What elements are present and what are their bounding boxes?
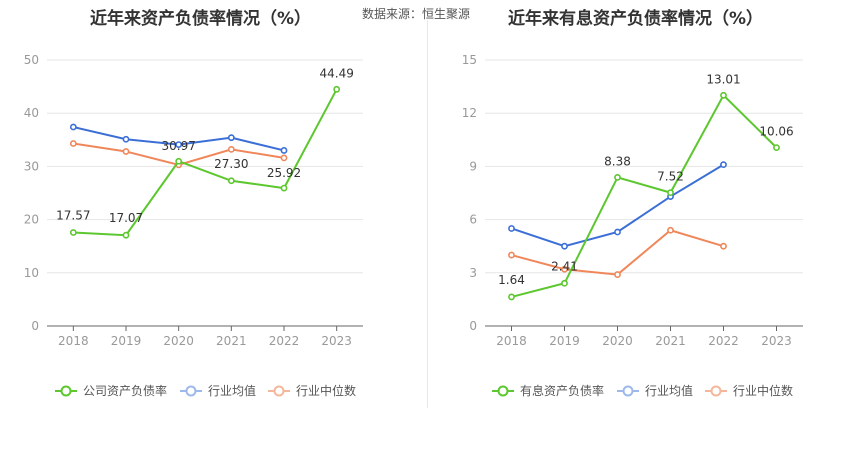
data-point — [175, 157, 183, 165]
data-point — [69, 140, 77, 147]
x-tick-label: 2021 — [655, 334, 686, 348]
interest-debt-ratio-chart: 0 3 6 9 12 15 2018 2019 2020 2021 2022 2023 1.64 2.41… — [462, 53, 803, 398]
chart-title-interest-debt-ratio: 近年来有息资产负债率情况（%） — [508, 9, 764, 29]
legend-marker — [60, 385, 72, 397]
data-point — [227, 177, 235, 185]
data-point — [614, 173, 621, 181]
legend-label: 公司资产负债率 — [83, 383, 167, 398]
legend-item[interactable]: 行业均值 — [180, 383, 256, 398]
legend-item[interactable]: 公司资产负债率 — [55, 383, 167, 398]
data-point — [69, 229, 77, 236]
data-point — [508, 251, 515, 259]
legend-label: 有息资产负债率 — [520, 383, 604, 398]
data-point — [122, 231, 130, 239]
legend-item[interactable]: 有息资产负债率 — [492, 383, 604, 398]
data-point — [122, 135, 130, 143]
y-tick-label: 6 — [469, 213, 477, 227]
data-label: 27.30 — [214, 157, 248, 171]
data-point — [614, 271, 621, 278]
legend-label: 行业均值 — [208, 383, 256, 398]
panel-divider — [427, 20, 428, 408]
data-point — [508, 293, 515, 301]
data-point — [280, 154, 288, 162]
data-point — [773, 144, 780, 152]
data-label: 25.92 — [267, 166, 301, 180]
y-tick-label: 12 — [462, 106, 477, 120]
data-label: 17.07 — [109, 211, 143, 225]
legend-label: 行业中位数 — [733, 383, 793, 398]
data-point — [333, 85, 341, 93]
data-point — [561, 279, 568, 287]
data-point — [175, 141, 183, 148]
data-point — [561, 265, 568, 273]
data-label: 10.06 — [759, 125, 793, 139]
data-point — [508, 225, 515, 232]
data-point — [720, 161, 727, 169]
data-label: 30.97 — [161, 139, 195, 153]
x-tick-label: 2018 — [58, 334, 89, 348]
data-point — [667, 226, 674, 234]
y-tick-label: 0 — [469, 319, 477, 333]
data-point — [561, 242, 568, 250]
x-tick-label: 2022 — [269, 334, 300, 348]
data-label: 1.64 — [498, 273, 525, 287]
legend-marker — [497, 385, 509, 397]
x-tick-label: 2019 — [549, 334, 580, 348]
series-line — [511, 93, 778, 298]
legend-item[interactable]: 行业中位数 — [705, 383, 793, 398]
x-tick-label: 2023 — [321, 334, 352, 348]
x-tick-label: 2022 — [708, 334, 739, 348]
data-point — [280, 184, 288, 192]
x-tick-label: 2018 — [496, 334, 527, 348]
data-source-label: 数据来源：恒生聚源 — [362, 7, 471, 21]
data-point — [122, 148, 130, 155]
data-label: 8.38 — [604, 154, 631, 168]
legend-marker — [273, 385, 285, 397]
x-tick-label: 2021 — [216, 334, 247, 348]
data-point — [614, 228, 621, 236]
y-tick-label: 20 — [24, 213, 39, 227]
data-label: 44.49 — [319, 66, 353, 80]
y-tick-label: 9 — [469, 159, 477, 173]
data-label: 17.57 — [56, 209, 90, 223]
legend-label: 行业中位数 — [296, 383, 356, 398]
data-point — [720, 242, 727, 250]
series-line — [511, 229, 724, 276]
data-label: 7.52 — [657, 170, 684, 184]
legend-label: 行业均值 — [645, 383, 693, 398]
legend-marker — [710, 385, 722, 397]
legend-marker — [622, 385, 634, 397]
data-point — [280, 147, 288, 154]
data-point — [227, 145, 235, 153]
y-tick-label: 50 — [24, 53, 39, 67]
data-label: 13.01 — [706, 72, 740, 86]
chart-title-debt-ratio: 近年来资产负债率情况（%） — [90, 9, 312, 29]
data-label: 2.41 — [551, 259, 578, 273]
y-tick-label: 3 — [469, 266, 477, 280]
data-point — [667, 189, 674, 197]
legend-item[interactable]: 行业均值 — [617, 383, 693, 398]
y-tick-label: 0 — [31, 319, 39, 333]
x-tick-label: 2019 — [111, 334, 142, 348]
data-point — [227, 134, 235, 142]
legend-marker — [185, 385, 197, 397]
series-line — [73, 88, 338, 237]
y-tick-label: 40 — [24, 106, 39, 120]
x-tick-label: 2023 — [761, 334, 792, 348]
y-tick-label: 30 — [24, 159, 39, 173]
x-tick-label: 2020 — [602, 334, 633, 348]
y-tick-label: 15 — [462, 53, 477, 67]
data-point — [720, 91, 727, 99]
y-tick-label: 10 — [24, 266, 39, 280]
data-point — [69, 123, 77, 131]
legend-item[interactable]: 行业中位数 — [268, 383, 356, 398]
x-tick-label: 2020 — [163, 334, 194, 348]
debt-ratio-chart: 0 10 20 30 40 50 2018 2019 2020 2021 2022 2023 17.57… — [24, 53, 363, 398]
